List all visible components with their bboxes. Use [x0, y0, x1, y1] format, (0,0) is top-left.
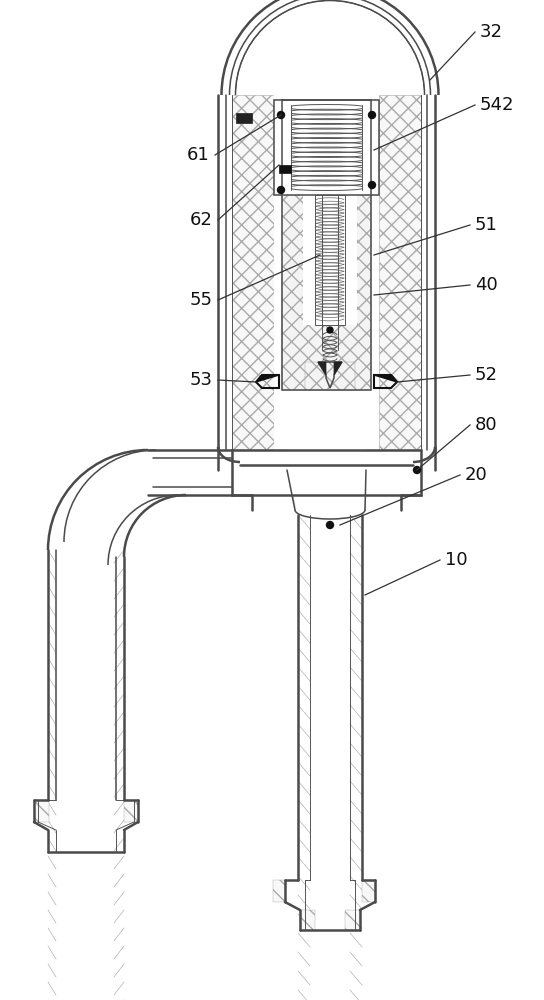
Text: 10: 10 [445, 551, 468, 569]
Circle shape [277, 111, 285, 118]
Bar [124, 800, 139, 822]
Bar [303, 195, 357, 325]
Text: 542: 542 [480, 96, 515, 114]
Bar [274, 100, 379, 195]
Polygon shape [256, 375, 279, 382]
Circle shape [326, 522, 333, 528]
Text: 20: 20 [465, 466, 488, 484]
Bar [232, 95, 274, 450]
Text: 32: 32 [480, 23, 503, 41]
Bar [34, 800, 49, 822]
Bar [379, 95, 421, 450]
Polygon shape [287, 470, 295, 510]
Bar [274, 95, 379, 450]
Circle shape [327, 327, 333, 333]
Bar [287, 450, 366, 495]
Bar [345, 910, 360, 930]
Polygon shape [365, 470, 366, 510]
Circle shape [413, 466, 421, 474]
Circle shape [368, 111, 375, 118]
Polygon shape [334, 362, 342, 375]
Text: 61: 61 [187, 146, 210, 164]
Bar [236, 113, 252, 123]
Bar [232, 450, 287, 495]
Bar [282, 195, 371, 390]
Bar [300, 910, 315, 930]
Text: 51: 51 [475, 216, 498, 234]
Polygon shape [318, 362, 326, 375]
Text: 55: 55 [190, 291, 213, 309]
Circle shape [368, 182, 375, 188]
Circle shape [277, 186, 285, 194]
Bar [305, 362, 355, 390]
Bar [315, 195, 345, 325]
Bar [362, 880, 376, 902]
Text: 40: 40 [475, 276, 498, 294]
Bar [364, 100, 379, 195]
Polygon shape [374, 375, 397, 382]
Bar [274, 100, 289, 195]
Text: 53: 53 [190, 371, 213, 389]
Text: 52: 52 [475, 366, 498, 384]
Bar [273, 880, 285, 902]
Text: 62: 62 [190, 211, 213, 229]
Bar [282, 100, 371, 390]
Bar [232, 450, 421, 495]
Bar [366, 450, 421, 495]
Text: 80: 80 [475, 416, 498, 434]
Bar [279, 165, 291, 173]
